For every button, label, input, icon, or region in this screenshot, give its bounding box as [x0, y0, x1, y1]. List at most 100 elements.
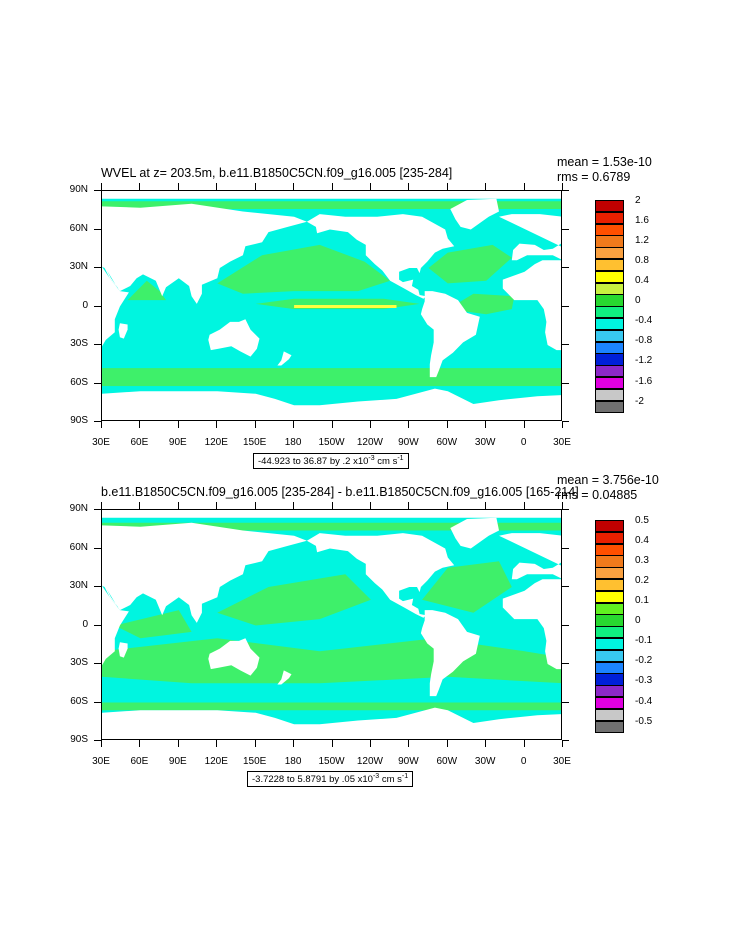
land-greenland: [450, 198, 499, 230]
land-eurasia: [102, 522, 307, 623]
colorbar-label: 0.3: [635, 555, 649, 567]
tick-mark: [485, 740, 487, 747]
tick-mark: [139, 421, 141, 428]
colorbar-swatch: [595, 708, 624, 722]
ocean-map: [102, 191, 561, 420]
tick-mark: [485, 183, 487, 190]
colorbar-swatch: [595, 543, 624, 556]
lon-tick-label: 180: [284, 756, 302, 767]
tick-mark: [562, 547, 569, 549]
tick-mark: [562, 305, 569, 307]
colorbar-swatch: [595, 555, 624, 568]
tick-mark: [369, 502, 371, 509]
lon-tick-label: 90E: [168, 756, 187, 767]
tick-mark: [101, 502, 102, 509]
colorbar-swatch: [595, 341, 624, 354]
tick-mark: [369, 421, 371, 428]
colorbar-swatch: [595, 626, 624, 639]
colorbar-swatch: [595, 365, 624, 378]
tick-mark: [562, 421, 569, 422]
lon-tick-label: 90E: [168, 437, 187, 448]
lat-tick-label: 30N: [69, 580, 88, 591]
tick-mark: [562, 190, 569, 191]
colorbar-label: -0.1: [635, 635, 653, 647]
colorbar-label: -0.5: [635, 715, 653, 727]
colorbar-swatch: [595, 223, 624, 236]
lon-tick-label: 150E: [242, 437, 267, 448]
red-sea: [107, 270, 119, 290]
tick-mark: [216, 502, 218, 509]
tick-mark: [94, 547, 101, 549]
ocean-map: [102, 510, 561, 739]
colorbar-swatch: [595, 247, 624, 260]
tick-mark: [562, 267, 569, 268]
colorbar-label: 0.4: [635, 275, 649, 287]
lon-tick-label: 60W: [436, 756, 458, 767]
lat-tick-label: 60N: [69, 541, 88, 553]
colorbar-label: 0.2: [635, 575, 649, 587]
colorbar-swatch: [595, 649, 624, 663]
tick-mark: [293, 740, 295, 747]
tick-mark: [293, 183, 295, 190]
lon-tick-label: 120E: [204, 437, 228, 448]
colorbar-swatch: [595, 235, 624, 248]
land-eurasia: [102, 203, 307, 304]
plot-title: b.e11.B1850C5CN.f09_g16.005 [235-284] - …: [101, 485, 579, 499]
map-plot: [101, 509, 562, 740]
land-arcticTop: [102, 191, 561, 199]
contour-range-label: -3.7228 to 5.8791 by .05 x10-3 cm s-1: [247, 771, 414, 788]
north-atlantic-region: [422, 561, 512, 613]
southern-ocean-band: [102, 689, 561, 706]
tick-mark: [139, 183, 141, 190]
colorbar-swatch: [595, 211, 624, 225]
tick-mark: [562, 228, 569, 230]
lon-tick-label: 90W: [398, 756, 419, 767]
colorbar-swatch: [595, 673, 624, 686]
tick-mark: [523, 502, 525, 509]
tick-mark: [331, 183, 333, 190]
tick-mark: [293, 421, 295, 428]
colorbar-swatch: [595, 259, 624, 272]
lon-tick-label: 30W: [474, 756, 496, 767]
lon-tick-label: 60E: [130, 756, 149, 767]
colorbar-label: -0.4: [635, 695, 653, 707]
colorbar-swatch: [595, 388, 624, 402]
colorbar-label: 1.2: [635, 235, 649, 247]
tick-mark: [254, 183, 256, 190]
colorbar-label: 0.5: [635, 515, 649, 526]
tick-mark: [446, 183, 448, 190]
tropical-atlantic-region: [447, 293, 515, 315]
lon-tick-label: 120W: [356, 756, 383, 767]
rms-value: rms = 0.6789: [557, 170, 631, 184]
rms-value: rms = 0.04885: [557, 488, 638, 502]
colorbar-label: -0.3: [635, 675, 653, 687]
tick-mark: [562, 509, 569, 510]
colorbar-swatch: [595, 614, 624, 627]
lon-tick-label: 150W: [318, 437, 345, 448]
tick-mark: [254, 421, 256, 428]
tick-mark: [562, 502, 564, 509]
tick-mark: [408, 740, 410, 747]
tick-mark: [446, 421, 448, 428]
tick-mark: [408, 183, 410, 190]
tick-mark: [562, 344, 569, 345]
tick-mark: [216, 740, 218, 747]
tick-mark: [94, 305, 101, 307]
land-arcticTop: [102, 510, 561, 518]
tick-mark: [177, 421, 179, 428]
tick-mark: [293, 502, 295, 509]
tick-mark: [562, 183, 564, 190]
tick-mark: [101, 421, 102, 428]
lon-tick-label: 30E: [92, 437, 110, 448]
colorbar-swatch: [595, 306, 624, 319]
tick-mark: [177, 502, 179, 509]
north-pacific-region: [217, 244, 391, 294]
tick-mark: [94, 267, 101, 268]
colorbar-label: 0.1: [635, 595, 649, 607]
colorbar-swatch: [595, 531, 624, 545]
land-newZealand: [277, 670, 292, 685]
lon-tick-label: 30E: [553, 756, 571, 767]
lon-tick-label: 60E: [130, 437, 149, 448]
tick-mark: [562, 586, 569, 587]
mean-value: mean = 3.756e-10: [557, 473, 659, 487]
